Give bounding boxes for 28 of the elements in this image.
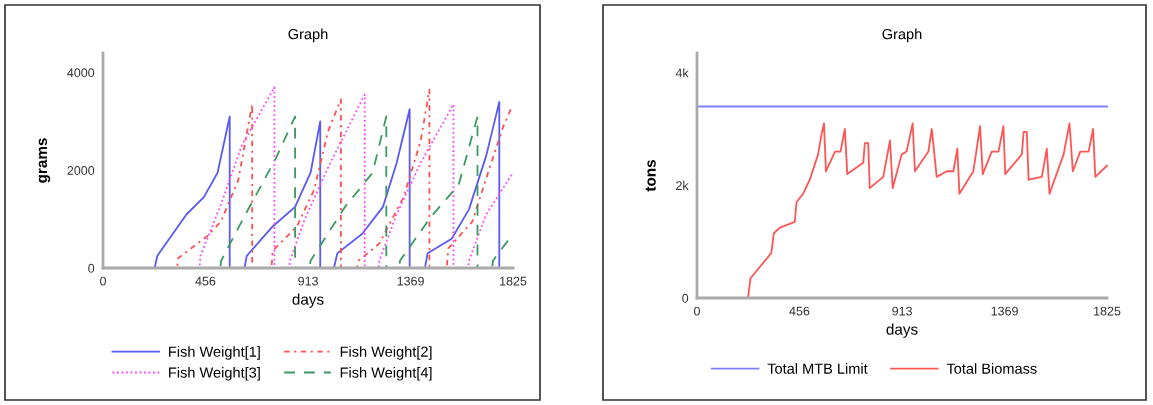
legend-label: Total MTB Limit [767,363,868,374]
y-tick-label: 2k [676,180,689,190]
x-tick-label: 456 [195,276,216,286]
x-tick-label: 913 [298,276,318,286]
legend-label: Fish Weight[4] [340,367,432,381]
x-tick-label: 0 [694,306,700,316]
legend-label: Fish Weight[2] [340,346,432,360]
y-tick-label: 4k [675,68,689,78]
chart-title: Graph [288,28,328,43]
y-tick-label: 0 [682,293,689,303]
x-tick-label: 0 [100,276,106,286]
x-tick-label: 456 [789,306,810,316]
y-axis-title: grams [38,138,51,183]
x-tick-label: 913 [892,306,912,316]
legend-label: Fish Weight[3] [169,367,260,381]
y-tick-label: 2000 [67,166,95,175]
x-tick-label: 1369 [991,306,1018,316]
legend-label: Fish Weight[1] [169,346,260,360]
y-tick-label: 4000 [67,68,95,78]
x-axis-title: days [292,293,324,308]
y-axis-title: tons [645,160,656,192]
x-tick-label: 1825 [1094,306,1121,316]
y-tick-label: 0 [88,263,95,273]
x-tick-label: 1369 [397,276,424,286]
x-axis-title: days [886,323,918,338]
x-tick-label: 1825 [500,276,527,286]
legend-label: Total Biomass [946,363,1037,374]
chart-title: Graph [882,28,922,43]
